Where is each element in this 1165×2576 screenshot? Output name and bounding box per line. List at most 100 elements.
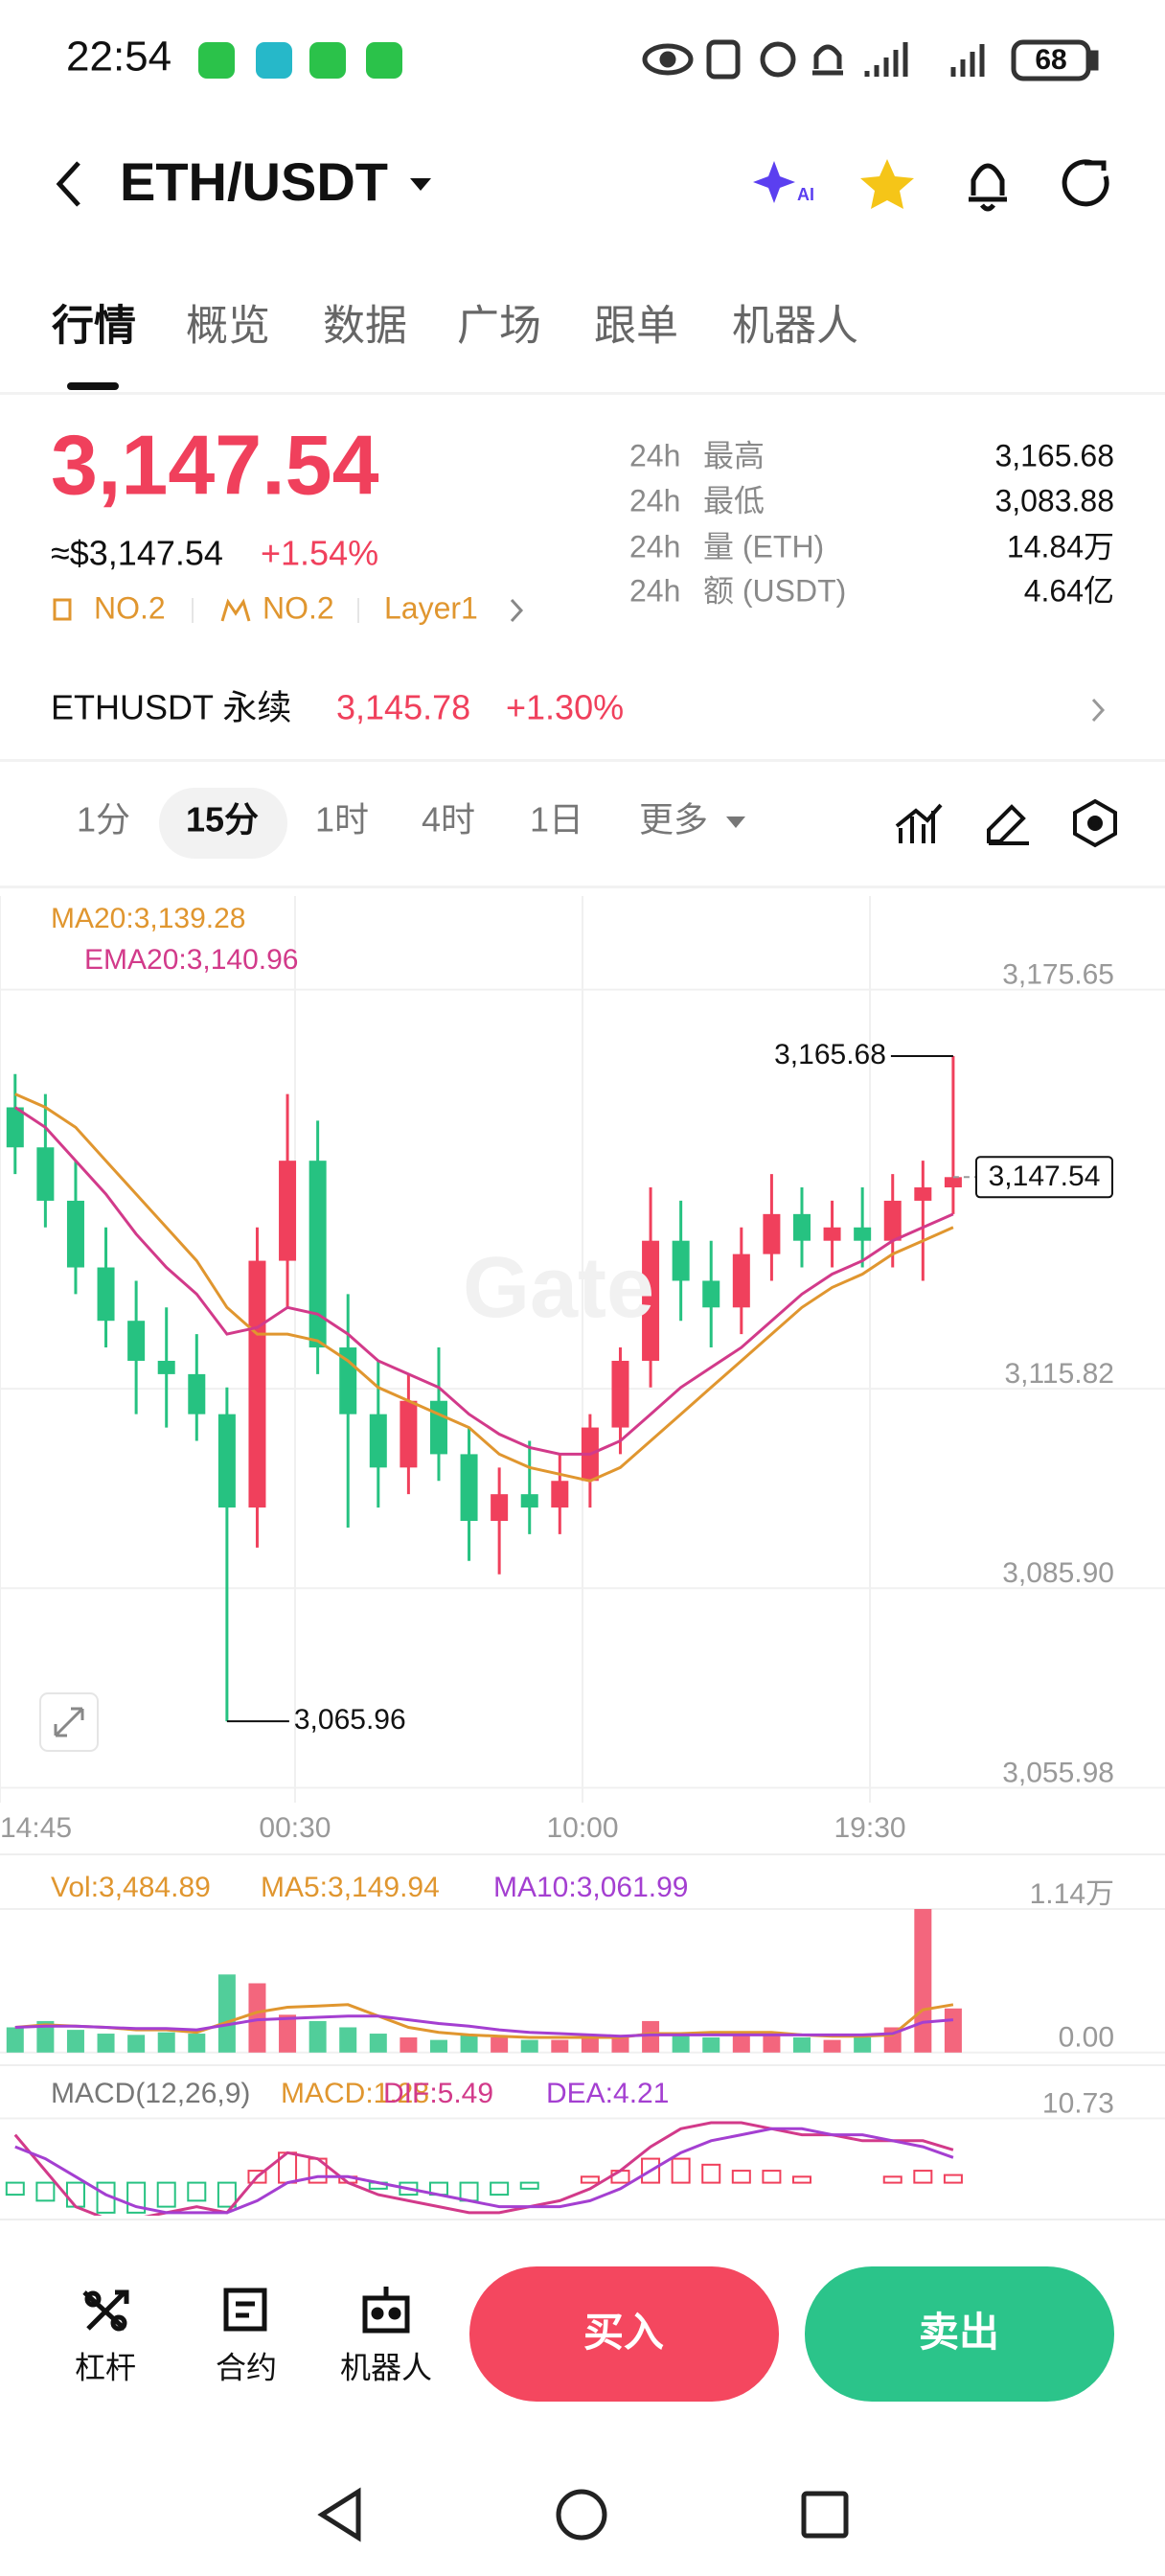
panel <box>0 1908 1165 2054</box>
contract-icon[interactable] <box>223 2288 267 2332</box>
macd-bar <box>641 2157 661 2184</box>
stat-period: 24h <box>629 529 680 564</box>
interval[interactable]: 1日 <box>530 800 583 840</box>
macd-bar <box>5 2181 25 2196</box>
alert-button[interactable] <box>969 163 1007 212</box>
stats: 24h 最高 3,165.68 24h 最低 3,083.88 24h 量 (E… <box>629 438 1114 608</box>
macd-bar <box>701 2163 721 2184</box>
tab[interactable]: 行情 <box>52 303 136 350</box>
sell-label[interactable]: 卖出 <box>919 2310 999 2355</box>
perp-name[interactable]: ETHUSDT 永续 <box>51 688 291 727</box>
legend-entry: Vol:3,484.89 <box>51 1872 211 1903</box>
macd-bar <box>762 2170 782 2184</box>
stat-period: 24h <box>629 573 680 608</box>
stat-label: 最高 <box>703 438 765 472</box>
volume-bar <box>792 2036 811 2053</box>
rank-tag[interactable]: NO.2 <box>94 590 166 625</box>
indicator-button[interactable] <box>895 803 943 843</box>
settings-button[interactable] <box>1073 798 1117 848</box>
divider <box>0 759 1165 762</box>
legend-entry: EMA20:3,140.96 <box>84 944 299 976</box>
draw-button[interactable] <box>987 804 1029 845</box>
share-button[interactable] <box>1062 159 1109 207</box>
nav-home[interactable] <box>556 2489 607 2541</box>
candle-body <box>217 1414 236 1508</box>
high-annotation: 3,165.68 <box>774 1039 886 1070</box>
nav-back[interactable] <box>317 2487 361 2542</box>
divider <box>0 392 1165 395</box>
candle-body <box>642 1240 660 1361</box>
leverage-icon[interactable] <box>82 2289 129 2331</box>
chevron <box>510 598 524 623</box>
candle-body <box>763 1213 781 1254</box>
more-caret[interactable] <box>726 816 745 828</box>
clock: 22:54 <box>66 34 171 80</box>
tool-label[interactable]: 杠杆 <box>75 2350 136 2384</box>
volume-bar <box>914 1909 932 2053</box>
candle-body <box>944 1177 962 1188</box>
legend-title: MACD(12,26,9) <box>51 2078 250 2109</box>
nav-recent[interactable] <box>801 2491 849 2539</box>
panel <box>0 896 1165 1803</box>
tab-indicator <box>67 382 119 390</box>
sell-button[interactable] <box>805 2266 1114 2402</box>
legend-entry: MA10:3,061.99 <box>493 1872 688 1903</box>
interval[interactable]: 1时 <box>315 800 369 840</box>
tab[interactable]: 数据 <box>323 303 407 350</box>
macd-bar <box>490 2181 510 2196</box>
y-tick-label: 0.00 <box>1059 2022 1114 2054</box>
stat-value: 14.84万 <box>1007 529 1114 564</box>
candle-body <box>914 1187 932 1201</box>
interval[interactable]: 15分 <box>186 800 259 840</box>
volume-bar <box>36 2020 55 2053</box>
status-icons <box>642 39 1099 81</box>
volume-bar <box>520 2039 538 2053</box>
tool-label[interactable]: 合约 <box>216 2350 277 2384</box>
volume-bar <box>127 2035 146 2053</box>
candle-body <box>491 1494 509 1522</box>
back-button[interactable] <box>56 161 80 207</box>
favorite-button[interactable] <box>860 159 914 209</box>
pair-selector[interactable]: ETH/USDT <box>120 151 388 212</box>
battery-level: 68 <box>1035 44 1066 76</box>
bot-icon[interactable] <box>362 2287 410 2334</box>
interval[interactable]: 1分 <box>77 800 130 840</box>
volume-bar <box>642 2020 660 2053</box>
indicator-line <box>14 1092 954 1483</box>
tab[interactable]: 广场 <box>457 303 541 350</box>
volume-bar <box>732 2035 750 2053</box>
candle-body <box>369 1414 387 1468</box>
volume-bar <box>400 2036 418 2053</box>
legend-entry: MACD:1.28 <box>281 2078 429 2109</box>
macd-bar <box>156 2181 176 2208</box>
rank-tag[interactable]: NO.2 <box>263 590 334 625</box>
buy-button[interactable] <box>469 2266 779 2402</box>
candle-body <box>732 1254 750 1308</box>
tab[interactable]: 概览 <box>186 303 270 350</box>
sector-tag[interactable]: Layer1 <box>384 590 478 625</box>
candle-body <box>792 1213 811 1241</box>
legend-entry: MA20:3,139.28 <box>51 903 245 934</box>
last-price-label: 3,147.54 <box>989 1161 1101 1192</box>
y-tick-label: 3,115.82 <box>1004 1358 1114 1390</box>
buy-label[interactable]: 买入 <box>583 2310 664 2355</box>
interval[interactable]: 4时 <box>422 800 475 840</box>
ai-button[interactable] <box>753 161 795 203</box>
tool-label[interactable]: 机器人 <box>340 2350 432 2384</box>
volume-bar <box>157 2032 175 2053</box>
interval[interactable]: 更多 <box>639 800 708 840</box>
pair-caret[interactable] <box>410 178 431 191</box>
stat-value: 3,165.68 <box>994 438 1114 472</box>
macd-bar <box>126 2181 147 2214</box>
indicator-line <box>13 1106 954 1456</box>
chevron[interactable] <box>1091 698 1106 723</box>
candle-body <box>157 1360 175 1374</box>
tab[interactable]: 机器人 <box>732 303 858 350</box>
separator <box>357 598 359 623</box>
macd-bar <box>882 2175 902 2184</box>
y-tick-label: 1.14万 <box>1030 1878 1114 1910</box>
stat-label: 量 (ETH) <box>703 529 824 564</box>
tab[interactable]: 跟单 <box>594 303 678 350</box>
candle-body <box>883 1200 902 1241</box>
legend-entry: MA5:3,149.94 <box>261 1872 440 1903</box>
